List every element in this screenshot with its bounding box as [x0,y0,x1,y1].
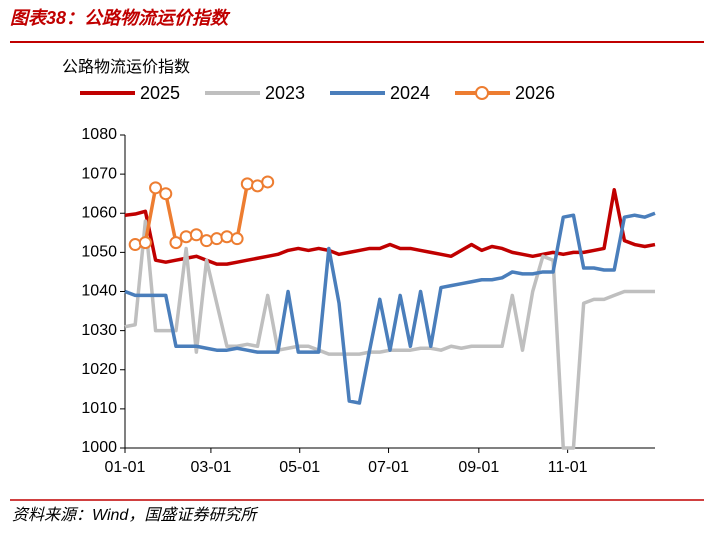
x-tick-label: 01-01 [105,459,146,476]
point-marker [240,177,254,191]
x-tick-label: 03-01 [190,459,231,476]
x-tick-label: 09-01 [458,459,499,476]
point-marker [230,232,244,246]
legend-label: 2025 [140,83,180,103]
y-tick-label: 1020 [81,361,117,378]
point-marker [189,228,203,242]
x-tick-label: 11-01 [548,459,588,476]
point-marker [179,230,193,244]
y-tick-label: 1010 [81,400,117,417]
point-marker [210,232,224,246]
legend-marker [475,86,489,100]
point-marker [200,234,214,248]
y-tick-label: 1060 [81,204,117,221]
x-tick-label: 07-01 [368,459,409,476]
y-tick-label: 1000 [81,439,117,456]
y-tick-label: 1030 [81,322,117,339]
source: 资料来源：Wind，国盛证券研究所 [12,506,259,524]
y-tick-label: 1040 [81,283,117,300]
legend-label: 2026 [515,83,555,103]
series-line [124,219,655,450]
series-line [124,211,656,405]
y-tick-label: 1080 [81,126,117,143]
legend-label: 2024 [390,83,430,103]
x-tick-label: 05-01 [279,459,320,476]
point-marker [159,187,173,201]
point-marker [261,175,275,189]
chart-title: 公路物流运价指数 [62,58,190,76]
point-marker [128,238,142,252]
series-line [124,188,656,266]
point-marker [138,236,152,250]
legend-label: 2023 [265,83,305,103]
point-marker [169,236,183,250]
y-tick-label: 1050 [81,244,117,261]
point-marker [220,230,234,244]
figure-title: 图表38：公路物流运价指数 [10,8,231,28]
y-tick-label: 1070 [81,165,117,182]
point-marker [149,181,163,195]
